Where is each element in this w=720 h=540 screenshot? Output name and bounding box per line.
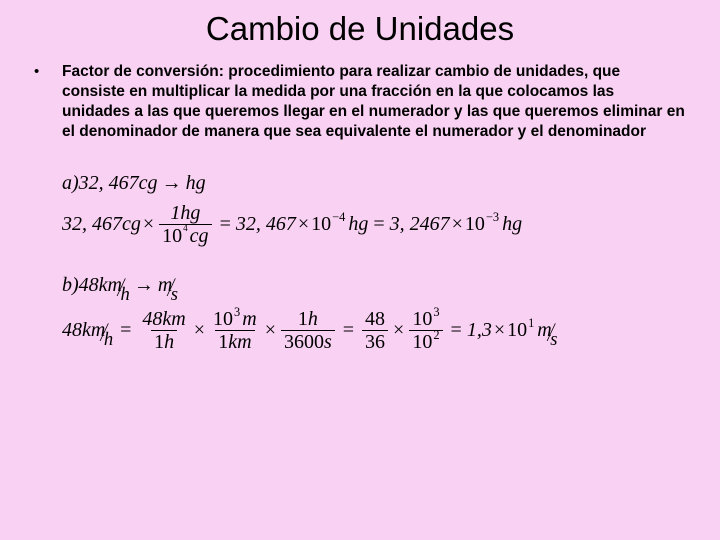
arrow-icon: → [162, 173, 182, 193]
equals-icon: = [373, 214, 384, 234]
slide: Cambio de Unidades • Factor de conversió… [0, 0, 720, 540]
b-given: 48 [79, 275, 99, 295]
b-from-unit: km∕h [99, 272, 130, 299]
bullet-marker: • [34, 62, 46, 143]
b-term2: 103m 1km [210, 309, 260, 352]
a-given: 32, 467 [79, 173, 139, 193]
a-step1-exp: −4 [332, 211, 345, 223]
a-result-val: 3, 2467 [390, 214, 450, 234]
example-b-header: b) 48 km∕h → m∕s [62, 272, 692, 299]
a-frac-num-unit: hg [180, 203, 200, 223]
b-lhs-val: 48 [62, 320, 82, 340]
times-icon: × [452, 214, 463, 234]
math-block: a) 32, 467 cg → hg 32, 467 cg × 1 hg 104… [62, 173, 692, 352]
a-result-exp: −3 [486, 211, 499, 223]
a-frac-den-exp: 4 [183, 224, 188, 233]
b-result-unit: m∕s [537, 317, 557, 344]
times-icon: × [265, 320, 276, 340]
label-a: a) [62, 173, 79, 193]
example-a-header: a) 32, 467 cg → hg [62, 173, 692, 193]
b-lhs-unit: km∕h [82, 317, 113, 344]
a-result-unit: hg [502, 214, 522, 234]
b-term3: 1h 3600s [281, 309, 335, 352]
a-step1-unit: hg [348, 214, 368, 234]
example-a-equation: 32, 467 cg × 1 hg 104 cg = 32, 467 × 10−… [62, 203, 692, 246]
b-result-val: 1,3 [467, 320, 492, 340]
equals-icon: = [120, 320, 131, 340]
body-text: Factor de conversión: procedimiento para… [62, 62, 686, 143]
a-frac-num: 1 [170, 203, 180, 223]
a-lhs-val: 32, 467 [62, 214, 122, 234]
times-icon: × [143, 214, 154, 234]
a-step1-base: 10 [311, 214, 331, 234]
label-b: b) [62, 275, 79, 295]
times-icon: × [194, 320, 205, 340]
b-result-exp: 1 [528, 317, 534, 329]
a-step1-val: 32, 467 [236, 214, 296, 234]
page-title: Cambio de Unidades [28, 10, 692, 48]
b-simplify2: 103 102 [409, 309, 442, 352]
a-lhs-unit: cg [122, 214, 141, 234]
b-simplify1: 48 36 [362, 309, 388, 352]
times-icon: × [494, 320, 505, 340]
equals-icon: = [343, 320, 354, 340]
equals-icon: = [220, 214, 231, 234]
b-to-unit: m∕s [158, 272, 178, 299]
a-result-base: 10 [465, 214, 485, 234]
a-frac-den-base: 10 [162, 226, 182, 246]
a-frac-den-unit: cg [190, 226, 209, 246]
a-from-unit: cg [139, 173, 158, 193]
a-to-unit: hg [186, 173, 206, 193]
a-fraction: 1 hg 104 cg [159, 203, 211, 246]
equals-icon: = [451, 320, 462, 340]
times-icon: × [298, 214, 309, 234]
times-icon: × [393, 320, 404, 340]
b-result-base: 10 [507, 320, 527, 340]
bullet-item: • Factor de conversión: procedimiento pa… [28, 62, 692, 143]
example-b-equation: 48 km∕h = 48km 1h × 103m 1km × 1h 3600s … [62, 309, 692, 352]
arrow-icon: → [134, 275, 154, 295]
b-term1: 48km 1h [139, 309, 188, 352]
